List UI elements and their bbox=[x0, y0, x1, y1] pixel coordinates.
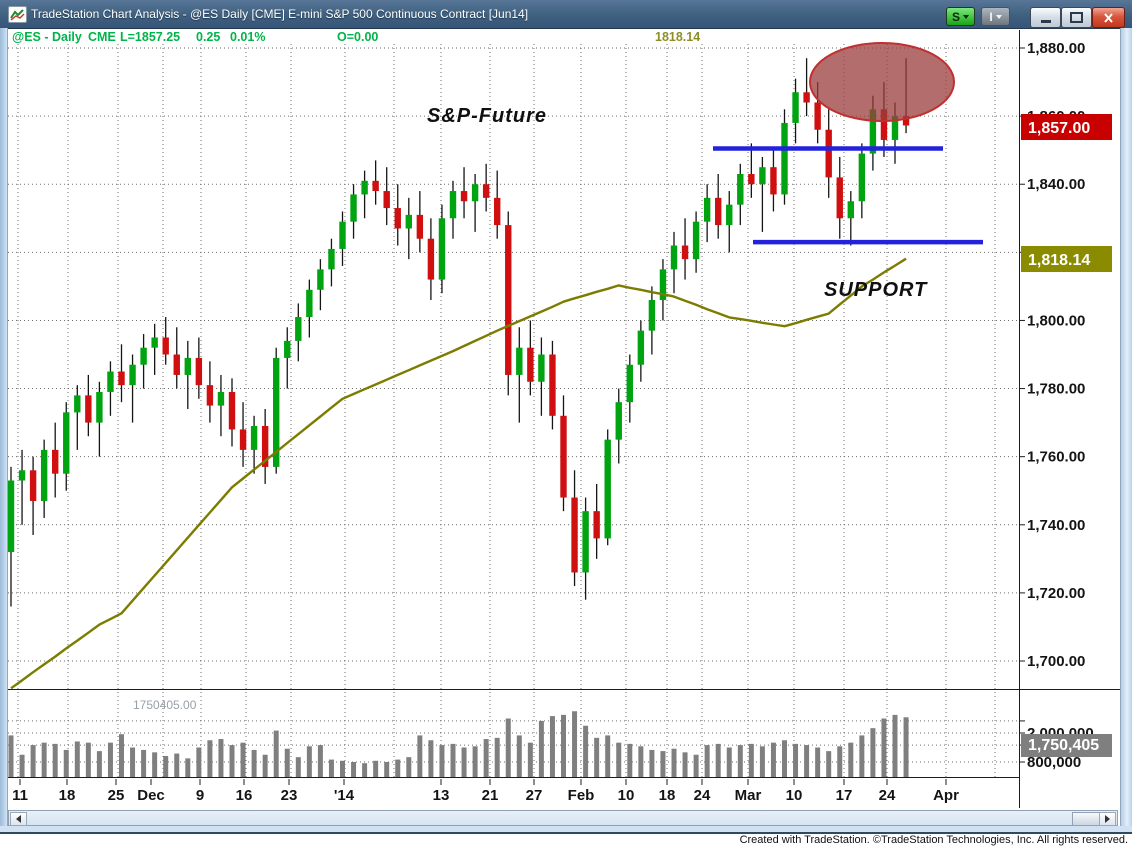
svg-text:24: 24 bbox=[694, 787, 711, 804]
svg-text:11: 11 bbox=[12, 787, 28, 804]
price-axis: 1,880.001,860.001,840.001,820.001,800.00… bbox=[1019, 40, 1094, 771]
window-bottom-border bbox=[0, 826, 1132, 834]
interval-button[interactable]: I bbox=[981, 7, 1010, 26]
svg-text:1,780.00: 1,780.00 bbox=[1027, 381, 1085, 398]
svg-text:1,840.00: 1,840.00 bbox=[1027, 176, 1085, 193]
chart-annotations[interactable]: S&P-Future SUPPORT 1750405.00 bbox=[133, 105, 928, 712]
window-right-border bbox=[1120, 28, 1132, 826]
svg-text:23: 23 bbox=[281, 787, 298, 804]
chevron-down-icon bbox=[995, 14, 1002, 19]
horizontal-scrollbar[interactable] bbox=[8, 810, 1118, 826]
last-price: L=1857.25 bbox=[120, 30, 181, 44]
svg-text:S&P-Future: S&P-Future bbox=[427, 105, 547, 127]
svg-text:1,750,405: 1,750,405 bbox=[1028, 737, 1099, 754]
pane-frames bbox=[8, 30, 1120, 808]
svg-text:Feb: Feb bbox=[568, 787, 595, 804]
style-button[interactable]: S bbox=[946, 7, 975, 26]
svg-text:21: 21 bbox=[482, 787, 499, 804]
app-icon bbox=[8, 6, 27, 23]
net-change: 0.25 bbox=[196, 30, 221, 44]
svg-text:1,700.00: 1,700.00 bbox=[1027, 653, 1085, 670]
scroll-right-button[interactable] bbox=[1099, 812, 1116, 826]
interval-button-label: I bbox=[989, 9, 993, 24]
svg-text:10: 10 bbox=[618, 787, 635, 804]
svg-text:13: 13 bbox=[433, 787, 450, 804]
svg-text:1,720.00: 1,720.00 bbox=[1027, 585, 1085, 602]
volume-indicator-value: 1750405.00 bbox=[133, 698, 197, 712]
svg-text:1,740.00: 1,740.00 bbox=[1027, 517, 1085, 534]
maximize-button[interactable] bbox=[1061, 7, 1092, 28]
close-button[interactable] bbox=[1092, 7, 1125, 28]
chevron-down-icon bbox=[963, 14, 969, 19]
svg-text:'14: '14 bbox=[334, 787, 355, 804]
volume-bars bbox=[8, 711, 909, 778]
svg-text:1,857.00: 1,857.00 bbox=[1028, 120, 1090, 137]
svg-text:18: 18 bbox=[659, 787, 676, 804]
open-price: O=0.00 bbox=[337, 30, 379, 44]
title-bar[interactable]: TradeStation Chart Analysis - @ES Daily … bbox=[0, 0, 1132, 29]
status-bar: Created with TradeStation. ©TradeStation… bbox=[0, 834, 1132, 847]
svg-text:Dec: Dec bbox=[137, 787, 165, 804]
minimize-button[interactable] bbox=[1030, 7, 1061, 28]
moving-average-line[interactable] bbox=[10, 257, 907, 690]
exchange-label: CME bbox=[88, 30, 116, 44]
svg-text:17: 17 bbox=[836, 787, 853, 804]
axis-price-badges: 1,857.00 1,818.14 1,750,405 bbox=[1021, 114, 1112, 757]
svg-text:Mar: Mar bbox=[735, 787, 762, 804]
svg-text:25: 25 bbox=[108, 787, 125, 804]
svg-text:18: 18 bbox=[59, 787, 76, 804]
window-title: TradeStation Chart Analysis - @ES Daily … bbox=[31, 7, 529, 21]
close-icon bbox=[1104, 12, 1113, 23]
svg-text:SUPPORT: SUPPORT bbox=[824, 279, 928, 301]
x-axis: 11 18 25 Dec 9 16 23 '14 13 21 27 Feb 10 18 24 Mar 10 17 2… bbox=[12, 779, 959, 804]
svg-text:1,800.00: 1,800.00 bbox=[1027, 312, 1085, 329]
svg-text:9: 9 bbox=[196, 787, 204, 804]
arrow-left-icon bbox=[16, 815, 21, 823]
window-left-border bbox=[0, 28, 8, 826]
svg-text:Apr: Apr bbox=[933, 787, 959, 804]
percent-change: 0.01% bbox=[230, 30, 266, 44]
candlestick-layer bbox=[7, 58, 910, 607]
minimize-icon bbox=[1040, 19, 1051, 23]
gridlines bbox=[8, 44, 1019, 778]
copyright-text: Created with TradeStation. ©TradeStation… bbox=[739, 834, 1128, 846]
symbol-interval: @ES - Daily bbox=[12, 30, 82, 44]
svg-text:1,880.00: 1,880.00 bbox=[1027, 40, 1085, 57]
scrollbar-thumb[interactable] bbox=[1072, 812, 1102, 826]
svg-text:800,000: 800,000 bbox=[1027, 754, 1081, 771]
scroll-left-button[interactable] bbox=[10, 812, 27, 826]
highlight-ellipse[interactable] bbox=[809, 42, 955, 122]
maximize-icon bbox=[1070, 12, 1083, 23]
svg-text:1,818.14: 1,818.14 bbox=[1028, 252, 1090, 269]
svg-text:1,760.00: 1,760.00 bbox=[1027, 449, 1085, 466]
style-button-label: S bbox=[951, 9, 960, 24]
symbol-header: @ES - Daily CME L=1857.25 0.25 0.01% O=0… bbox=[0, 30, 1132, 46]
svg-text:24: 24 bbox=[879, 787, 896, 804]
svg-text:27: 27 bbox=[526, 787, 543, 804]
ma-indicator-value: 1818.14 bbox=[655, 30, 701, 44]
svg-text:10: 10 bbox=[786, 787, 803, 804]
svg-text:16: 16 bbox=[236, 787, 253, 804]
arrow-right-icon bbox=[1105, 815, 1110, 823]
